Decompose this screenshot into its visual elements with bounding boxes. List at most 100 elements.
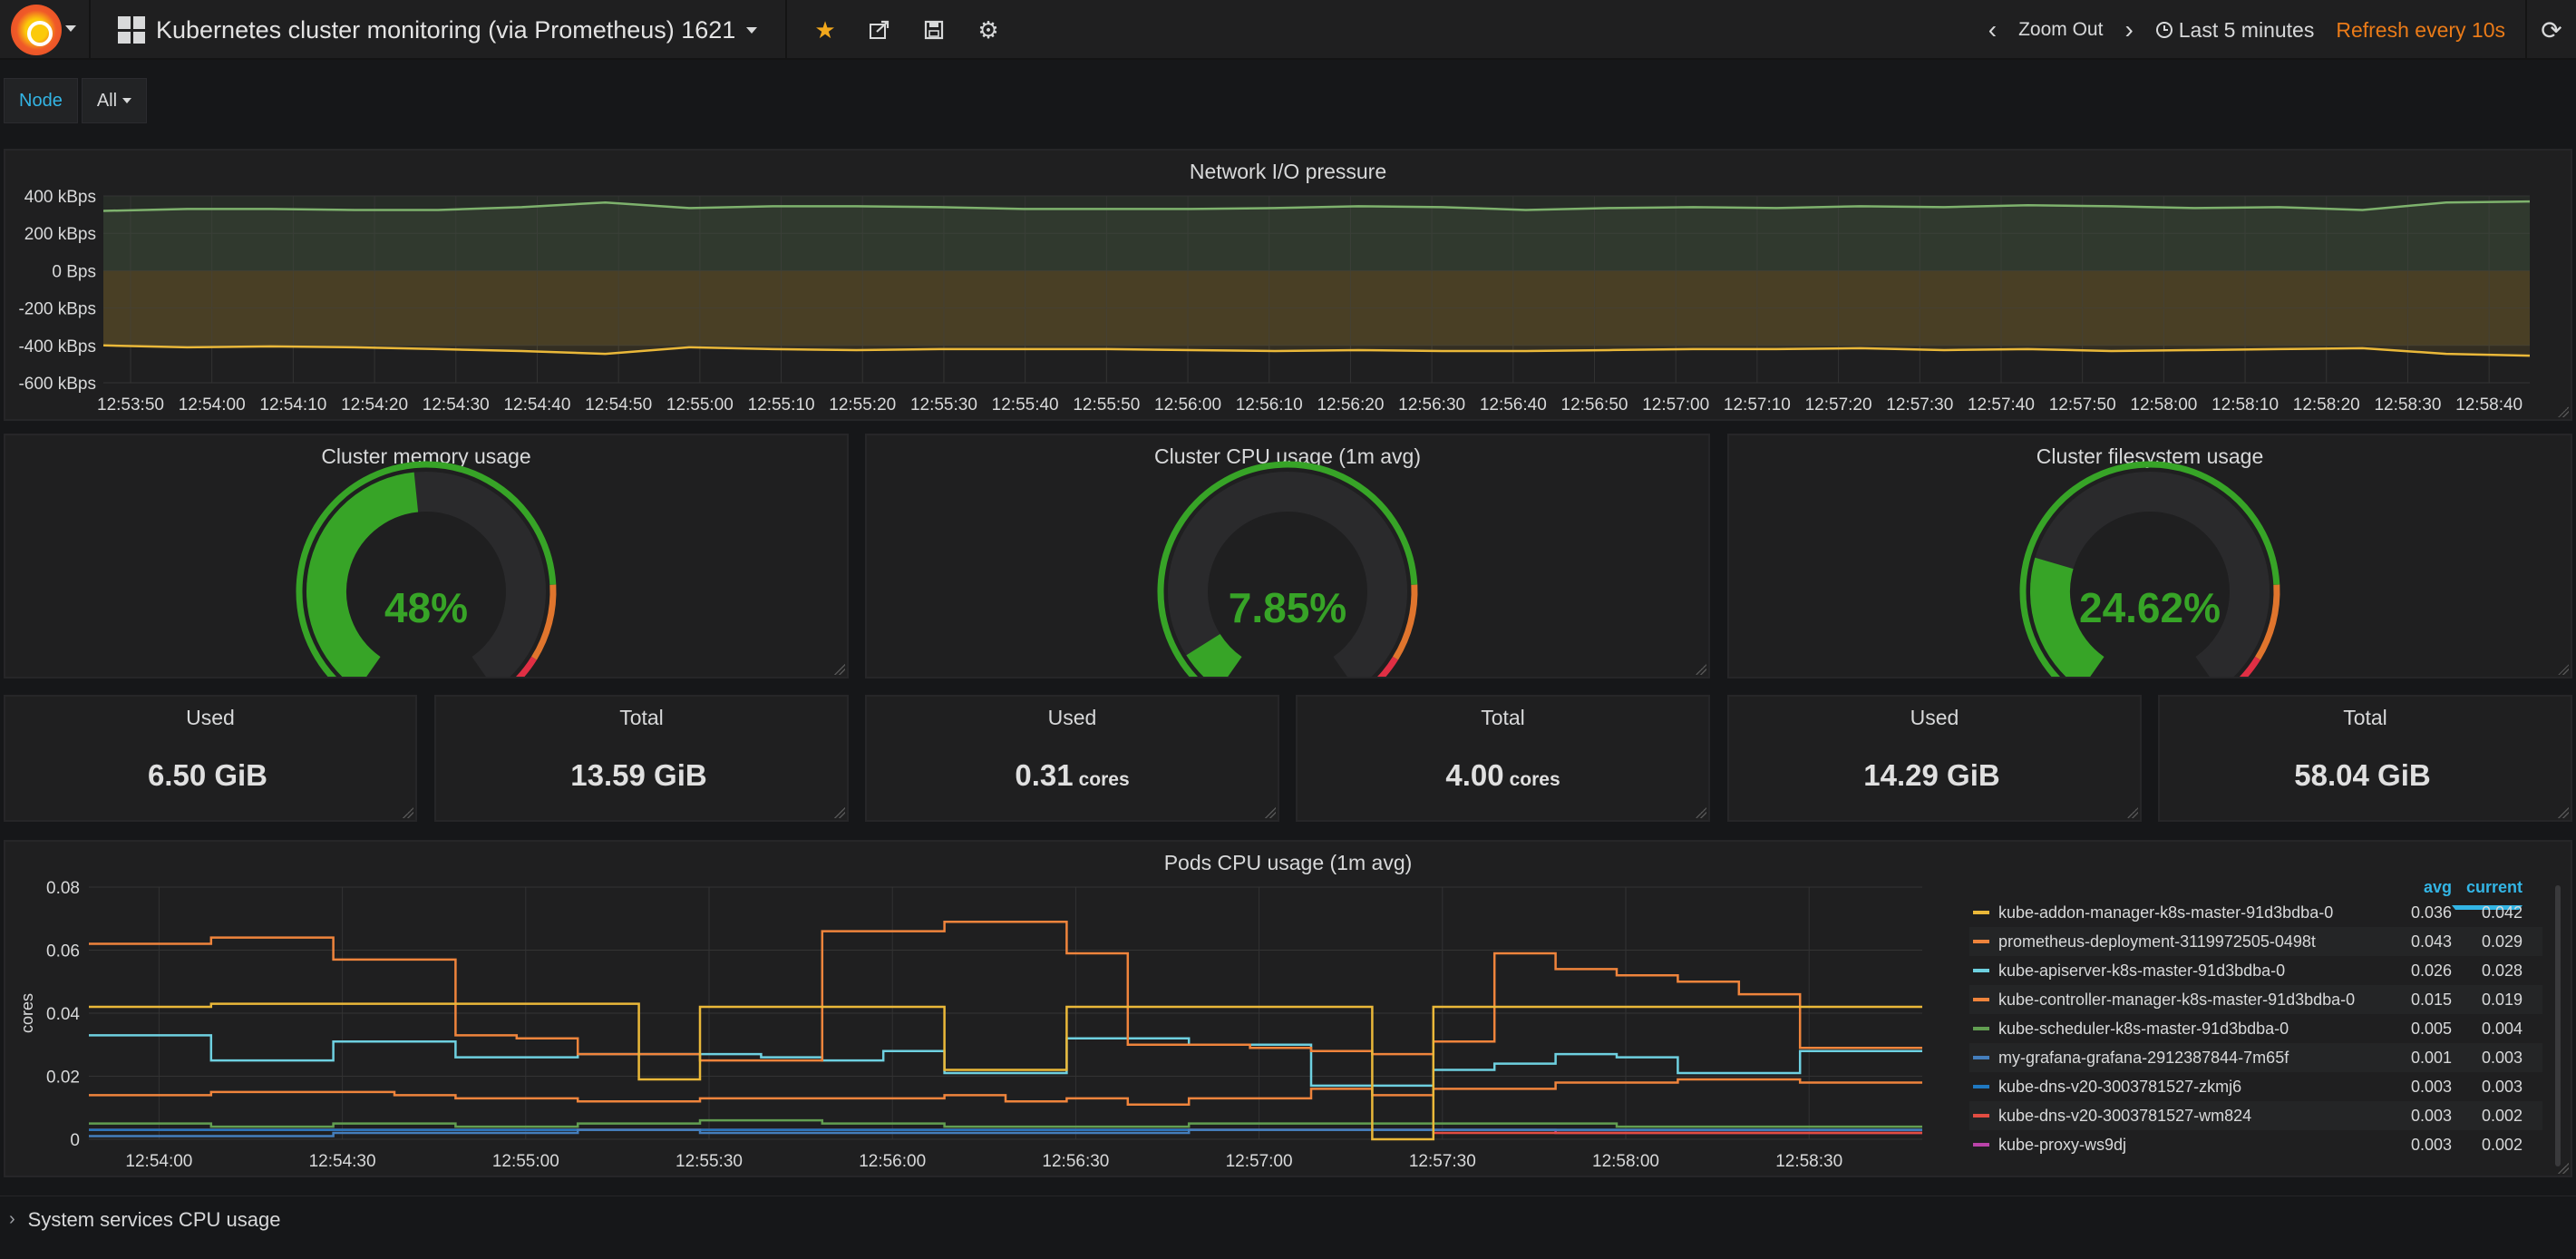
panel-title[interactable]: Network I/O pressure xyxy=(1189,160,1387,183)
x-tick-label: 12:55:30 xyxy=(910,395,977,415)
legend-swatch[interactable] xyxy=(1973,1027,1989,1030)
stat-label[interactable]: Used xyxy=(1047,706,1097,729)
legend-avg-value: 0.015 xyxy=(2410,990,2452,1009)
series-line-1 xyxy=(102,344,2531,357)
resize-handle[interactable] xyxy=(1696,664,1706,675)
series-line-6 xyxy=(89,1034,1922,1088)
legend-series-name[interactable]: kube-controller-manager-k8s-master-91d3b… xyxy=(1998,990,2356,1009)
legend-swatch[interactable] xyxy=(1973,940,1989,943)
dashboard-picker[interactable]: Kubernetes cluster monitoring (via Prome… xyxy=(94,0,787,60)
resize-handle[interactable] xyxy=(403,807,413,818)
legend-swatch[interactable] xyxy=(1973,911,1989,914)
legend-swatch[interactable] xyxy=(1973,1143,1989,1147)
legend-avg-value: 0.043 xyxy=(2410,932,2452,951)
legend-swatch[interactable] xyxy=(1973,969,1989,972)
series-line-5 xyxy=(89,1078,1922,1107)
clock-icon xyxy=(2155,22,2173,38)
star-icon[interactable]: ★ xyxy=(814,15,836,44)
resize-handle[interactable] xyxy=(834,664,845,675)
x-tick-label: 12:57:40 xyxy=(1968,395,2035,415)
legend-item[interactable]: my-grafana-grafana-2912387844-7m65f 0.001… xyxy=(1969,1043,2542,1072)
legend-sort-avg[interactable]: avg xyxy=(2423,878,2452,896)
caret-down-icon xyxy=(122,98,132,103)
chevron-right-icon[interactable]: › xyxy=(2124,15,2134,44)
legend-avg-value: 0.003 xyxy=(2410,1106,2452,1125)
gauge-threshold-green xyxy=(1157,461,1418,677)
legend-series-name[interactable]: kube-addon-manager-k8s-master-91d3bdba-0 xyxy=(1998,903,2334,922)
legend-scrollbar[interactable] xyxy=(2555,885,2561,1166)
legend-sort-current[interactable]: current xyxy=(2452,878,2523,916)
filesystem-used-stat: Used 14.29 GiB xyxy=(1727,695,2142,822)
legend-item[interactable]: kube-dns-v20-3003781527-zkmj6 0.003 0.003 xyxy=(1969,1072,2542,1101)
filesystem-total-stat: Total 58.04 GiB xyxy=(2158,695,2572,822)
stat-label[interactable]: Total xyxy=(1481,706,1525,729)
stat-label[interactable]: Used xyxy=(1910,706,1959,729)
legend-item[interactable]: kube-proxy-ws9dj 0.003 0.002 xyxy=(1969,1130,2542,1159)
stat-value: 6.50 GiB xyxy=(147,758,268,792)
legend-current-value: 0.028 xyxy=(2481,961,2523,980)
legend-item[interactable]: kube-scheduler-k8s-master-91d3bdba-0 0.00… xyxy=(1969,1014,2542,1043)
legend-header: avg current xyxy=(2381,878,2523,916)
resize-handle[interactable] xyxy=(1265,807,1276,818)
legend-series-name[interactable]: kube-apiserver-k8s-master-91d3bdba-0 xyxy=(1998,961,2286,980)
x-tick-label: 12:54:50 xyxy=(585,395,652,415)
gear-icon[interactable]: ⚙ xyxy=(977,15,999,44)
gauge-value-arc xyxy=(306,472,419,677)
legend-swatch[interactable] xyxy=(1973,998,1989,1001)
variable-select-node[interactable]: All xyxy=(81,78,148,123)
resize-handle[interactable] xyxy=(2558,406,2569,417)
legend-item[interactable]: kube-dns-v20-3003781527-wm824 0.003 0.002 xyxy=(1969,1101,2542,1130)
resize-handle[interactable] xyxy=(2558,807,2569,818)
legend-item[interactable]: kube-addon-manager-k8s-master-91d3bdba-0… xyxy=(1969,898,2542,927)
stat-label[interactable]: Used xyxy=(186,706,235,729)
legend-series-name[interactable]: kube-scheduler-k8s-master-91d3bdba-0 xyxy=(1998,1019,2289,1038)
series-line-7 xyxy=(89,920,1922,1062)
legend-avg-value: 0.001 xyxy=(2410,1048,2452,1067)
legend-series-name[interactable]: kube-dns-v20-3003781527-wm824 xyxy=(1998,1106,2252,1125)
row-system-services[interactable]: › System services CPU usage xyxy=(0,1196,2576,1243)
grafana-menu-button[interactable] xyxy=(0,0,91,60)
legend-swatch[interactable] xyxy=(1973,1085,1989,1088)
x-tick-label: 12:57:20 xyxy=(1805,395,1872,415)
gauge-value-text: 48% xyxy=(384,584,468,631)
variable-label-node: Node xyxy=(4,78,78,123)
template-variables: Node All xyxy=(4,78,148,123)
legend-item[interactable]: prometheus-deployment-3119972505-0498t 0.… xyxy=(1969,927,2542,956)
time-range-picker[interactable]: Last 5 minutes xyxy=(2144,0,2326,60)
legend-swatch[interactable] xyxy=(1973,1056,1989,1059)
chevron-left-icon[interactable]: ‹ xyxy=(1988,15,1998,44)
resize-handle[interactable] xyxy=(2127,807,2138,818)
x-tick-label: 12:55:30 xyxy=(676,1152,743,1171)
stat-label[interactable]: Total xyxy=(619,706,664,729)
series-line-3 xyxy=(89,1128,1922,1137)
legend-current-value: 0.029 xyxy=(2481,932,2523,951)
series-line-8 xyxy=(89,1002,1922,1141)
y-tick-label: 0.02 xyxy=(46,1069,80,1088)
resize-handle[interactable] xyxy=(1696,807,1706,818)
y-tick-label: 0 xyxy=(70,1131,80,1150)
panel-title[interactable]: Pods CPU usage (1m avg) xyxy=(1163,851,1413,874)
refresh-icon[interactable]: ⟳ xyxy=(2525,0,2576,60)
legend-series-name[interactable]: kube-proxy-ws9dj xyxy=(1998,1135,2127,1154)
stat-label[interactable]: Total xyxy=(2343,706,2387,729)
legend-item[interactable]: kube-apiserver-k8s-master-91d3bdba-0 0.02… xyxy=(1969,956,2542,985)
resize-handle[interactable] xyxy=(834,807,845,818)
legend-item[interactable]: kube-controller-manager-k8s-master-91d3b… xyxy=(1969,985,2542,1014)
resize-handle[interactable] xyxy=(2558,1163,2569,1174)
x-tick-label: 12:56:10 xyxy=(1236,395,1303,415)
legend-avg-value: 0.003 xyxy=(2410,1135,2452,1154)
stat-value: 13.59 GiB xyxy=(570,758,707,792)
share-icon[interactable] xyxy=(852,0,907,60)
legend-series-name[interactable]: my-grafana-grafana-2912387844-7m65f xyxy=(1998,1048,2289,1067)
zoom-out-button[interactable]: Zoom Out xyxy=(2018,19,2104,40)
legend-series-name[interactable]: prometheus-deployment-3119972505-0498t xyxy=(1998,932,2316,951)
resize-handle[interactable] xyxy=(2558,664,2569,675)
save-icon[interactable] xyxy=(907,0,961,60)
stat-value: 0.31 cores xyxy=(1015,758,1130,792)
legend-swatch[interactable] xyxy=(1973,1114,1989,1117)
series-area-1 xyxy=(103,270,2530,356)
legend-avg-value: 0.005 xyxy=(2410,1019,2452,1038)
y-tick-label: 0 Bps xyxy=(52,262,96,281)
legend-series-name[interactable]: kube-dns-v20-3003781527-zkmj6 xyxy=(1998,1077,2242,1096)
refresh-interval-picker[interactable]: Refresh every 10s xyxy=(2336,17,2505,42)
